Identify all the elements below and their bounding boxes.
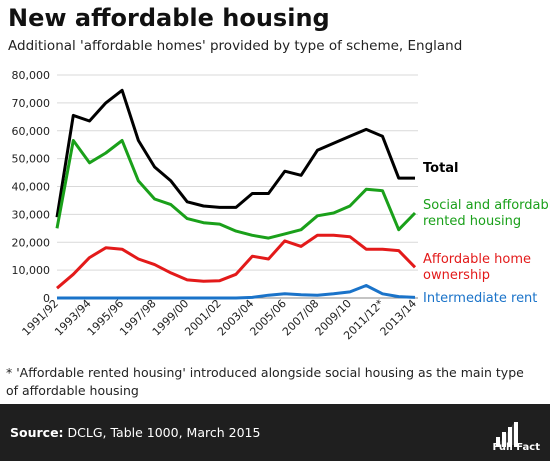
series-label: ownership (423, 268, 490, 283)
y-tick-label: 40,000 (12, 181, 51, 194)
series-line (56, 233, 417, 290)
source-label: Source: (10, 425, 64, 440)
y-tick-label: 30,000 (12, 208, 51, 221)
chart-title: New affordable housing (8, 4, 330, 32)
y-tick-label: 70,000 (12, 97, 51, 110)
y-tick-label: 10,000 (12, 264, 51, 277)
footer-bar: Source: DCLG, Table 1000, March 2015 Ful… (0, 404, 550, 461)
full-fact-logo-icon (496, 422, 518, 447)
series-line (55, 88, 415, 218)
series-line (55, 139, 417, 240)
footnote: * 'Affordable rented housing' introduced… (6, 365, 524, 398)
y-tick-label: 50,000 (12, 153, 51, 166)
series-lines (55, 88, 417, 300)
line-chart: 0 10,000 20,000 30,000 40,000 50,000 60,000 70,… (12, 69, 550, 343)
series-label: Intermediate rent (423, 291, 537, 306)
series-label: Social and affordable (423, 198, 550, 213)
series-label: Affordable home (423, 252, 531, 267)
x-axis-ticks: 1991/921993/941995/961997/981999/002001/… (20, 297, 420, 343)
y-tick-label: 80,000 (12, 69, 51, 82)
y-tick-label: 60,000 (12, 125, 51, 138)
chart-subtitle: Additional 'affordable homes' provided b… (8, 38, 463, 54)
gridlines (57, 74, 418, 299)
series-line (57, 284, 416, 300)
series-label: Total (423, 161, 459, 176)
logo-text: Full Fact (492, 442, 541, 453)
y-axis-ticks: 0 10,000 20,000 30,000 40,000 50,000 60,000 70,… (12, 69, 51, 305)
source-text: DCLG, Table 1000, March 2015 (67, 425, 261, 440)
x-tick-label: 2013/14 (378, 297, 420, 339)
y-tick-label: 0 (43, 292, 50, 305)
source-line: Source: DCLG, Table 1000, March 2015 (10, 425, 260, 440)
series-label: rented housing (423, 214, 521, 229)
y-tick-label: 20,000 (12, 236, 51, 249)
